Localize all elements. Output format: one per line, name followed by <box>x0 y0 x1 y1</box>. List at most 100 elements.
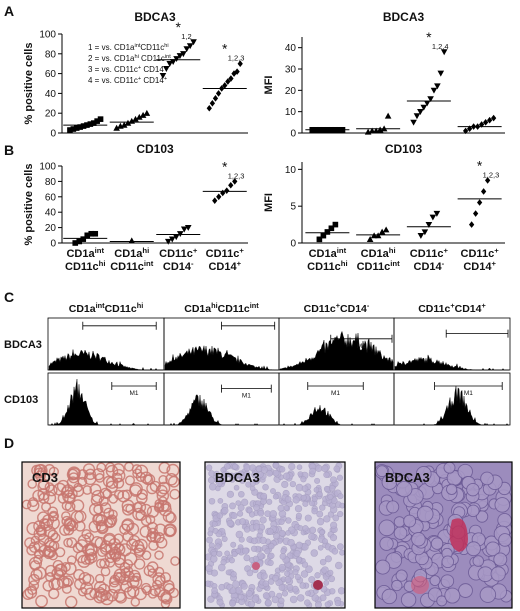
data-point <box>423 100 431 107</box>
text-segment: 1 = vs. CD1a <box>88 43 135 52</box>
cell <box>157 589 172 603</box>
micrograph <box>374 461 513 609</box>
cell <box>160 501 172 512</box>
cell <box>237 510 244 517</box>
cell <box>218 583 226 591</box>
cell <box>207 476 215 484</box>
cell <box>415 465 432 482</box>
cell <box>498 533 512 547</box>
gate-label: M1 <box>242 393 251 400</box>
text-segment: CD11c <box>140 43 164 52</box>
cell <box>45 484 58 497</box>
data-point <box>382 226 390 233</box>
cell <box>66 537 78 549</box>
cell <box>208 497 216 505</box>
column-header: CD11c+CD14- <box>304 301 370 315</box>
gate-marker <box>82 321 157 330</box>
data-point <box>332 221 339 228</box>
cell <box>146 505 159 518</box>
y-tick-label: 0 <box>50 239 56 250</box>
cell <box>228 472 235 479</box>
text-segment: CD1a <box>361 248 390 260</box>
cell <box>139 503 152 516</box>
data-point <box>378 228 386 235</box>
data-point <box>80 123 87 129</box>
cell <box>323 579 330 586</box>
cell <box>48 577 61 590</box>
data-point <box>410 119 417 126</box>
y-axis-label: MFI <box>263 193 275 212</box>
cell <box>133 558 146 570</box>
cell <box>142 585 152 596</box>
data-point <box>430 87 438 94</box>
y-tick-label: 0 <box>290 239 296 250</box>
data-point <box>429 214 437 221</box>
significance-star: * <box>222 158 228 174</box>
cell <box>337 510 344 518</box>
cell <box>334 599 341 607</box>
cell <box>99 502 112 514</box>
cell <box>288 462 296 471</box>
cell <box>131 572 142 583</box>
gate-label: M1 <box>331 390 340 397</box>
data-point <box>220 189 226 197</box>
cell <box>122 503 135 516</box>
cell <box>302 500 309 507</box>
micrograph <box>21 461 181 609</box>
cell <box>300 476 307 483</box>
y-tick-label: 20 <box>285 86 297 97</box>
histogram <box>165 394 278 426</box>
cell <box>240 582 248 590</box>
cell <box>235 586 243 594</box>
data-point <box>324 229 331 235</box>
cell <box>284 570 291 577</box>
cell <box>211 520 218 527</box>
cell <box>252 523 261 531</box>
cell <box>257 528 264 535</box>
cell <box>134 464 149 478</box>
text-segment: + <box>239 246 244 255</box>
chart-title: CD103 <box>385 142 423 156</box>
panel-label: B <box>4 142 14 158</box>
cell <box>480 471 494 486</box>
x-tick-label: CD11c+ <box>159 246 198 260</box>
cell <box>66 555 77 565</box>
cell <box>324 555 332 563</box>
cell <box>300 494 307 501</box>
cell <box>316 517 325 526</box>
x-tick-label: CD1ahi <box>114 246 149 260</box>
cell <box>98 496 109 507</box>
cell <box>205 564 213 572</box>
y-tick-label: 60 <box>45 192 57 203</box>
cell <box>329 588 336 595</box>
cell <box>27 479 38 489</box>
cell <box>230 571 237 578</box>
histogram <box>279 330 394 371</box>
cell <box>157 481 171 495</box>
cell <box>376 465 388 478</box>
x-tick-label: CD1ahi <box>361 246 396 260</box>
cell <box>28 580 40 591</box>
cell <box>89 483 102 496</box>
cell <box>134 587 147 601</box>
cell <box>123 570 135 583</box>
cell <box>475 510 489 523</box>
text-segment: + <box>164 76 167 82</box>
data-point <box>384 112 392 119</box>
text-segment: int <box>390 259 400 268</box>
cell <box>37 467 48 477</box>
cell <box>63 517 77 531</box>
gate-label: M1 <box>129 390 138 397</box>
cell <box>235 548 242 554</box>
cell <box>308 500 315 507</box>
cell <box>337 543 344 550</box>
cell <box>124 475 135 486</box>
cell <box>140 515 152 527</box>
cell <box>324 601 331 608</box>
micrograph-frame <box>204 461 346 609</box>
cell <box>268 552 275 559</box>
data-point <box>113 124 120 131</box>
x-tick-label: CD11cint <box>110 259 153 273</box>
cell <box>472 555 485 567</box>
cell <box>112 468 126 483</box>
